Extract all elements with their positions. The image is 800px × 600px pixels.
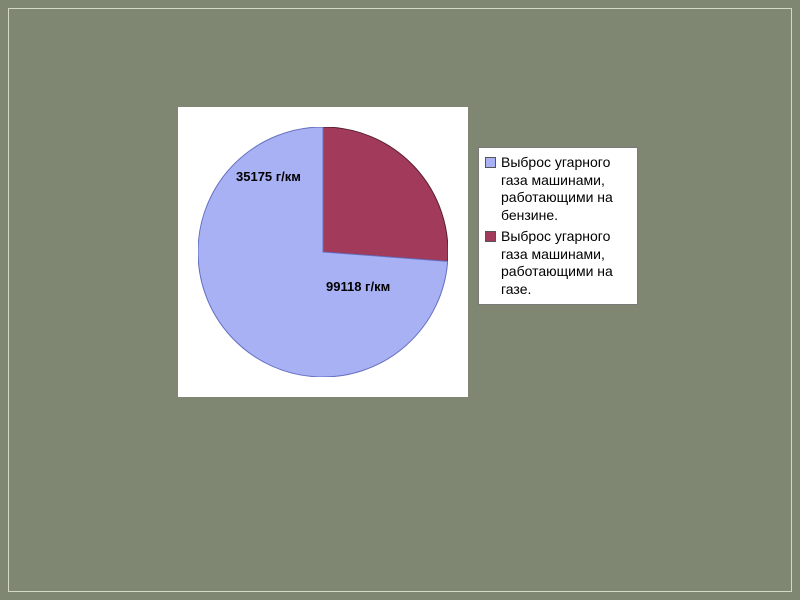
legend-item: Выброс угарного газа машинами, работающи… (485, 228, 631, 298)
pie-chart: 35175 г/км 99118 г/км (198, 127, 448, 377)
slide-background: 35175 г/км 99118 г/км Выброс угарного га… (0, 0, 800, 600)
pie-svg (198, 127, 448, 377)
legend-text-0: Выброс угарного газа машинами, работающи… (501, 154, 631, 224)
legend-swatch-0 (485, 157, 496, 168)
legend-swatch-1 (485, 231, 496, 242)
legend-text-1: Выброс угарного газа машинами, работающи… (501, 228, 631, 298)
pie-slice-0 (323, 127, 448, 261)
legend-item: Выброс угарного газа машинами, работающи… (485, 154, 631, 224)
pie-slice-label-1: 99118 г/км (326, 279, 390, 294)
legend: Выброс угарного газа машинами, работающи… (478, 147, 638, 305)
pie-chart-container: 35175 г/км 99118 г/км (178, 107, 468, 397)
pie-slice-label-0: 35175 г/км (236, 169, 301, 184)
